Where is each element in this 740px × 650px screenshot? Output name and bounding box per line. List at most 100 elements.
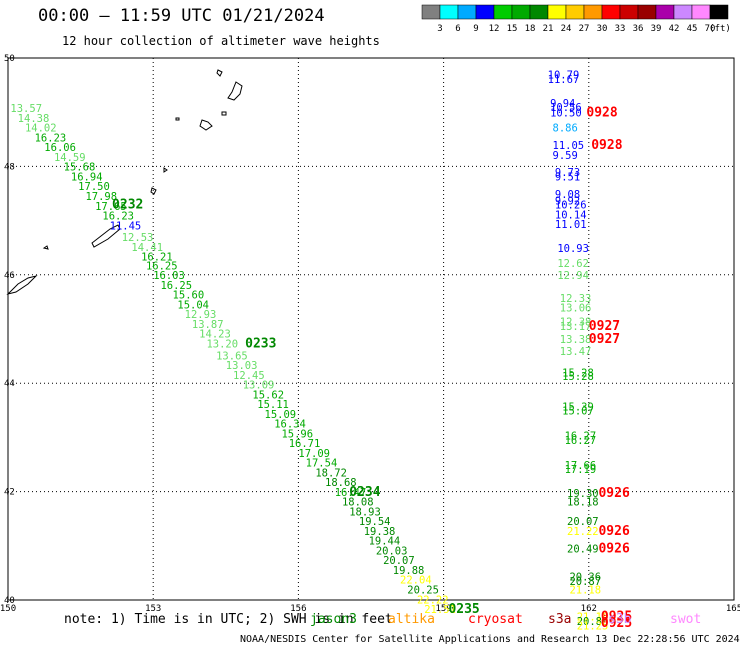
swh-data-label: 18.68 — [325, 477, 357, 489]
swh-data-label: 14.02 — [25, 123, 57, 135]
colorbar-swatch — [439, 4, 459, 20]
sat-legend-s3b: s3b — [608, 612, 632, 627]
swh-data-label: 13.57 — [10, 103, 42, 115]
colorbar-label: 21 — [543, 24, 554, 34]
axis-tick-labels: 150 153 156 159 162 165 50 48 46 44 42 40 — [0, 54, 740, 614]
pass-time-label: 0232 — [112, 198, 143, 213]
swh-data-label: 20.25 — [407, 584, 439, 596]
pass-time-label: 0928 — [586, 106, 617, 121]
sat-legend-jason3: jason3 — [310, 612, 357, 627]
colorbar-swatch — [637, 4, 657, 20]
colorbar-label: 9 — [473, 24, 478, 34]
colorbar-label: 18 — [525, 24, 536, 34]
data-labels: 13.5714.3814.0216.2316.0614.5915.6816.94… — [10, 70, 608, 633]
swh-data-label: 21.51 — [424, 604, 456, 616]
pass-time-label: 0927 — [589, 319, 620, 334]
swh-data-label: 17.66 — [565, 460, 597, 472]
swh-data-label: 13.65 — [216, 350, 248, 362]
swh-data-label: 15.04 — [177, 299, 209, 311]
swh-data-label: 16.23 — [102, 211, 134, 223]
swh-data-label: 21.22 — [567, 526, 599, 538]
swh-data-label: 12.53 — [122, 232, 154, 244]
swh-data-label: 15.28 — [562, 371, 594, 383]
swh-data-label: 12.45 — [233, 370, 265, 382]
island-outline — [227, 81, 243, 101]
swh-data-label: 22.22 — [417, 594, 449, 606]
swh-data-label: 12.62 — [557, 258, 589, 270]
x-tick-label: 159 — [435, 604, 451, 614]
swh-data-label: 11.45 — [110, 220, 142, 232]
swh-data-label: 19.44 — [369, 536, 401, 548]
swh-data-label: 18.72 — [315, 467, 347, 479]
swh-data-label: 16.25 — [160, 280, 192, 292]
swh-data-label: 10.93 — [557, 243, 589, 255]
swh-data-label: 20.49 — [567, 543, 599, 555]
swh-data-label: 9.51 — [555, 171, 580, 183]
colorbar-label: 42 — [669, 24, 680, 34]
sat-legend-cryosat: cryosat — [468, 612, 523, 627]
colorbar-label: 12 — [489, 24, 500, 34]
swh-data-label: 18.93 — [349, 506, 381, 518]
island-outline — [199, 119, 213, 131]
swh-data-label: 17.09 — [298, 448, 330, 460]
swh-data-label: 20.03 — [376, 545, 408, 557]
swh-data-label: 20.07 — [567, 516, 599, 528]
y-tick-label: 48 — [4, 162, 15, 172]
colorbar-swatch — [529, 4, 549, 20]
swh-data-label: 10.79 — [548, 70, 580, 82]
colorbar-swatch — [691, 4, 711, 20]
swh-data-label: 11.01 — [555, 219, 587, 231]
swh-data-label: 15.96 — [281, 428, 313, 440]
island-outline — [150, 187, 157, 195]
swh-data-label: 12.94 — [557, 270, 589, 282]
sat-legend-s3a: s3a — [548, 612, 572, 627]
swh-data-label: 13.47 — [560, 346, 592, 358]
swh-data-label: 15.60 — [173, 290, 205, 302]
swh-data-label: 12.93 — [185, 309, 217, 321]
pass-time-label: 0925 — [601, 616, 632, 631]
swh-data-label: 9.92 — [555, 195, 580, 207]
chart-title: 00:00 — 11:59 UTC 01/21/2024 — [38, 6, 325, 26]
colorbar-label: 45 — [687, 24, 698, 34]
pass-time-label: 0925 — [601, 610, 632, 625]
island-outline — [175, 117, 180, 121]
swh-data-label: 18.18 — [567, 497, 599, 509]
swh-data-label: 17.65 — [95, 201, 127, 213]
colorbar-label: 24 — [561, 24, 572, 34]
pass-time-label: 0234 — [349, 485, 380, 500]
swh-data-label: 18.08 — [342, 497, 374, 509]
swh-data-label: 15.11 — [257, 399, 289, 411]
colorbar-swatch — [565, 4, 585, 20]
plot-frame — [7, 57, 735, 601]
swh-data-label: 16.27 — [565, 431, 597, 443]
swh-data-label: 10.14 — [555, 209, 587, 221]
swh-data-label: 12.38 — [560, 317, 592, 329]
colorbar-swatch — [601, 4, 621, 20]
swh-data-label: 19.88 — [393, 565, 425, 577]
swh-data-label: 14.41 — [131, 242, 163, 254]
island-outline — [221, 111, 227, 116]
swh-data-label: 20.36 — [569, 571, 601, 583]
swh-data-label: 13.17 — [560, 321, 592, 333]
swh-data-label: 21.18 — [569, 584, 601, 596]
colorbar-label: 27 — [579, 24, 590, 34]
swh-data-label: 22.04 — [400, 575, 432, 587]
swh-data-label: 16.27 — [565, 435, 597, 447]
pass-time-label: 0233 — [245, 336, 276, 351]
colorbar-swatch — [493, 4, 513, 20]
swh-data-label: 16.06 — [44, 142, 76, 154]
swh-data-label: 14.38 — [18, 113, 50, 125]
swh-data-label: 16.23 — [35, 132, 67, 144]
swh-data-label: 13.06 — [560, 303, 592, 315]
swh-data-label: 12.33 — [560, 293, 592, 305]
swh-data-label: 17.54 — [306, 458, 338, 470]
colorbar-label: 15 — [507, 24, 518, 34]
swh-data-label: 11.05 — [553, 140, 585, 152]
swh-data-label: 21.16 — [577, 612, 609, 624]
colorbar-swatch — [655, 4, 675, 20]
swh-data-label: 9.73 — [555, 167, 580, 179]
colorbar-swatch — [475, 4, 495, 20]
island-outline — [163, 167, 168, 173]
